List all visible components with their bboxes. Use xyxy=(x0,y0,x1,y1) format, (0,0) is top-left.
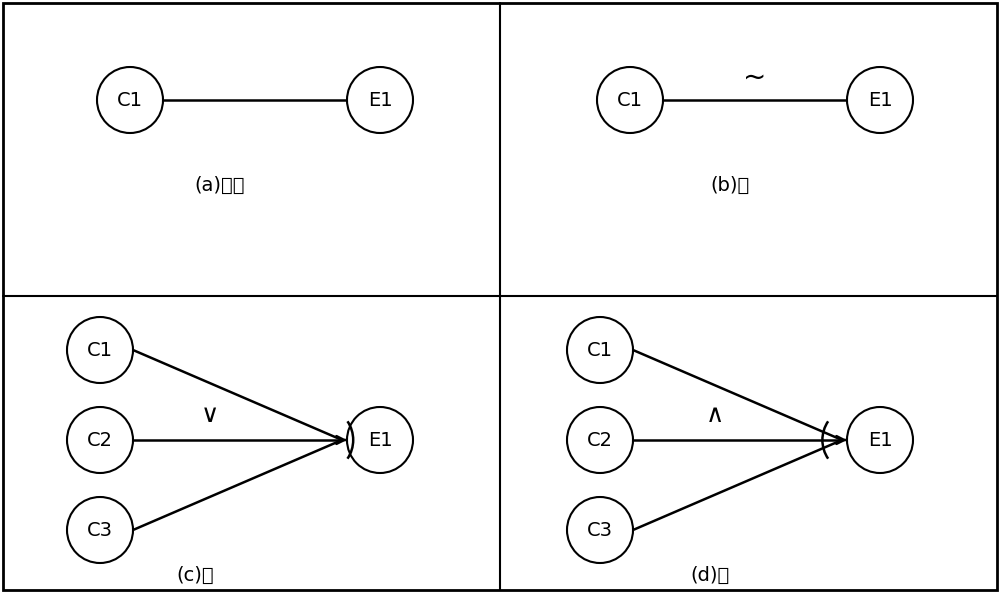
Text: ~: ~ xyxy=(743,64,767,92)
Circle shape xyxy=(67,497,133,563)
Text: E1: E1 xyxy=(368,431,392,449)
Text: C2: C2 xyxy=(87,431,113,449)
Text: C1: C1 xyxy=(587,340,613,359)
Text: ∧: ∧ xyxy=(706,403,724,427)
Circle shape xyxy=(597,67,663,133)
Text: (a)恒等: (a)恒等 xyxy=(195,176,245,195)
Text: C1: C1 xyxy=(117,91,143,110)
Text: (c)或: (c)或 xyxy=(176,566,214,585)
Circle shape xyxy=(67,317,133,383)
Text: E1: E1 xyxy=(868,431,892,449)
Text: (d)与: (d)与 xyxy=(690,566,730,585)
Circle shape xyxy=(567,497,633,563)
Circle shape xyxy=(847,67,913,133)
Text: E1: E1 xyxy=(868,91,892,110)
Circle shape xyxy=(97,67,163,133)
Text: C1: C1 xyxy=(617,91,643,110)
Text: (b)非: (b)非 xyxy=(710,176,750,195)
Circle shape xyxy=(567,407,633,473)
Circle shape xyxy=(847,407,913,473)
Circle shape xyxy=(67,407,133,473)
Circle shape xyxy=(347,407,413,473)
Text: C3: C3 xyxy=(587,521,613,540)
Text: C2: C2 xyxy=(587,431,613,449)
Circle shape xyxy=(567,317,633,383)
Text: C1: C1 xyxy=(87,340,113,359)
Circle shape xyxy=(347,67,413,133)
Text: E1: E1 xyxy=(368,91,392,110)
Text: ∨: ∨ xyxy=(201,403,219,427)
Text: C3: C3 xyxy=(87,521,113,540)
